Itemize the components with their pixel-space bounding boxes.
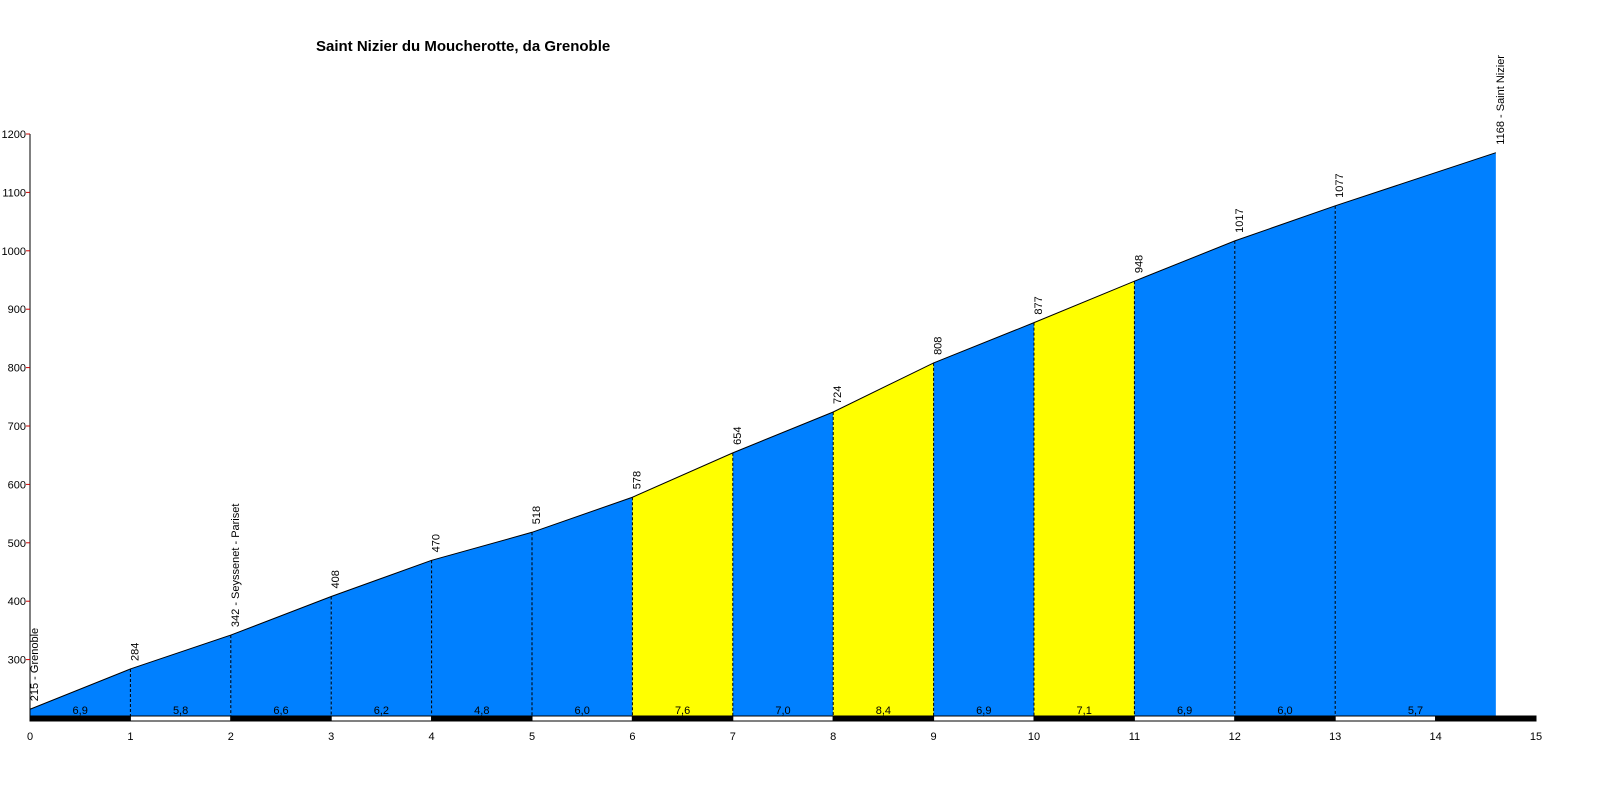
x-axis-bar [1435, 715, 1537, 722]
elevation-label: 578 [631, 471, 643, 489]
elevation-label: 724 [832, 386, 844, 404]
x-tick-label: 9 [931, 731, 937, 743]
y-tick-label: 500 [8, 538, 26, 550]
profile-segment [30, 668, 131, 718]
gradient-label: 7,0 [775, 705, 790, 717]
x-tick-label: 1 [127, 731, 133, 743]
x-tick-label: 15 [1530, 731, 1542, 743]
profile-segment [933, 322, 1034, 718]
y-tick-label: 300 [8, 655, 26, 667]
x-tick-label: 3 [328, 731, 334, 743]
y-tick-label: 900 [8, 304, 26, 316]
gradient-label: 6,0 [575, 705, 590, 717]
x-tick-label: 0 [27, 731, 33, 743]
elevation-label: 1017 [1234, 208, 1246, 232]
profile-segment [130, 635, 231, 718]
gradient-label: 6,6 [273, 705, 288, 717]
gradient-label: 7,6 [675, 705, 690, 717]
profile-segment [732, 411, 834, 718]
x-tick-label: 13 [1329, 731, 1341, 743]
y-tick-label: 1200 [2, 129, 26, 141]
profile-segment [331, 560, 432, 718]
profile-segment [632, 452, 733, 718]
gradient-label: 6,9 [976, 705, 991, 717]
elevation-label: 948 [1133, 255, 1145, 273]
x-tick-label: 4 [429, 731, 435, 743]
elevation-label: 284 [129, 643, 141, 661]
gradient-label: 6,9 [73, 705, 88, 717]
profile-segment [1234, 205, 1336, 718]
gradient-label: 5,8 [173, 705, 188, 717]
elevation-label: 408 [330, 570, 342, 588]
gradient-label: 4,8 [474, 705, 489, 717]
x-tick-label: 2 [228, 731, 234, 743]
x-tick-label: 6 [629, 731, 635, 743]
profile-segment [431, 532, 532, 718]
gradient-label: 6,0 [1277, 705, 1292, 717]
x-tick-label: 14 [1429, 731, 1441, 743]
profile-segment [1335, 152, 1496, 719]
gradient-label: 6,2 [374, 705, 389, 717]
profile-segment [1034, 281, 1135, 718]
gradient-label: 8,4 [876, 705, 891, 717]
profile-segment [230, 596, 332, 718]
x-tick-label: 10 [1028, 731, 1040, 743]
x-tick-label: 5 [529, 731, 535, 743]
chart-title: Saint Nizier du Moucherotte, da Grenoble [316, 38, 611, 55]
y-tick-label: 800 [8, 363, 26, 375]
elevation-label: 654 [732, 427, 744, 445]
elevation-label: 1168 - Saint Nizier [1495, 55, 1507, 145]
x-tick-label: 8 [830, 731, 836, 743]
y-tick-label: 1100 [2, 187, 26, 199]
y-tick-label: 1000 [2, 246, 26, 258]
x-tick-label: 11 [1129, 731, 1140, 743]
y-tick-label: 600 [8, 479, 26, 491]
elevation-label: 877 [1033, 296, 1045, 314]
elevation-label: 808 [933, 337, 945, 355]
profile-segment [532, 497, 633, 718]
y-tick-label: 400 [8, 596, 26, 608]
elevation-label: 215 - Grenoble [29, 628, 41, 701]
elevation-label: 518 [531, 506, 543, 524]
elevation-label: 1077 [1334, 173, 1346, 197]
profile-segment [1134, 240, 1235, 718]
profile-segment [833, 362, 934, 718]
x-tick-label: 7 [730, 731, 736, 743]
elevation-label: 470 [431, 534, 443, 552]
gradient-label: 6,9 [1177, 705, 1192, 717]
x-tick-label: 12 [1229, 731, 1241, 743]
y-tick-label: 700 [8, 421, 26, 433]
gradient-label: 7,1 [1077, 705, 1092, 717]
gradient-label: 5,7 [1408, 705, 1423, 717]
elevation-label: 342 - Seyssenet - Pariset [230, 504, 242, 628]
